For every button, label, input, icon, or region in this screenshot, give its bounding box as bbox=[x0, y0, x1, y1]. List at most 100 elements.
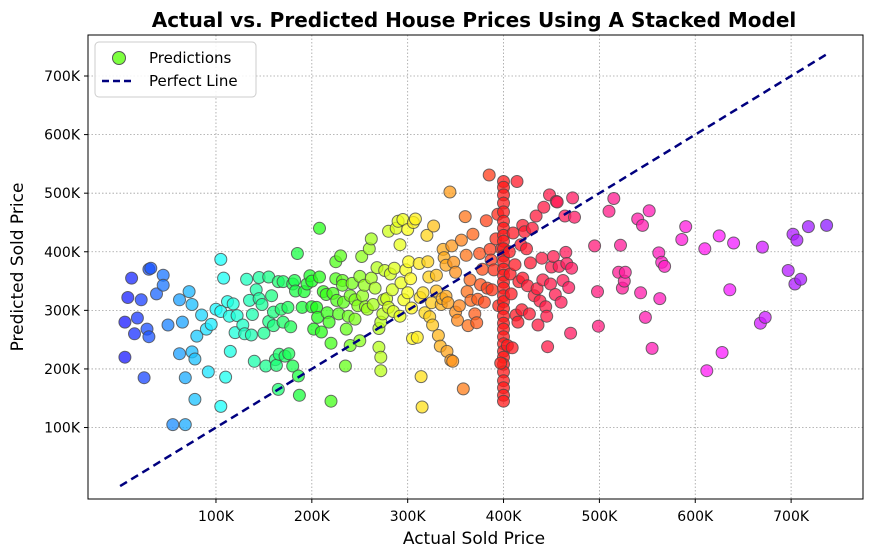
data-point bbox=[562, 281, 576, 294]
data-point bbox=[522, 307, 536, 321]
y-tick-label: 500K bbox=[44, 186, 81, 202]
data-point bbox=[265, 289, 279, 303]
data-point bbox=[449, 265, 463, 279]
data-point bbox=[374, 350, 388, 364]
data-point bbox=[801, 220, 815, 234]
data-point bbox=[404, 272, 418, 286]
y-tick-label: 200K bbox=[44, 362, 81, 378]
x-tick-label: 100K bbox=[198, 509, 235, 525]
data-point bbox=[454, 233, 468, 247]
legend: Predictions Perfect Line bbox=[94, 41, 257, 98]
data-point bbox=[313, 270, 326, 284]
data-point bbox=[591, 319, 605, 333]
data-point bbox=[173, 347, 186, 361]
data-point bbox=[188, 352, 202, 366]
y-tick-label: 300K bbox=[44, 303, 81, 319]
data-point bbox=[214, 399, 228, 413]
data-point bbox=[820, 218, 834, 232]
data-point bbox=[712, 229, 726, 243]
x-tick-label: 200K bbox=[294, 509, 331, 525]
data-point bbox=[565, 261, 579, 275]
data-point bbox=[150, 287, 163, 301]
data-point bbox=[240, 272, 254, 286]
data-point bbox=[142, 330, 156, 344]
y-tick-label: 400K bbox=[44, 245, 81, 261]
data-point bbox=[348, 312, 362, 326]
data-point bbox=[618, 265, 632, 279]
data-point bbox=[529, 209, 543, 223]
y-tick-label: 600K bbox=[44, 128, 81, 144]
data-point bbox=[636, 218, 649, 232]
data-point bbox=[485, 283, 499, 297]
data-point bbox=[334, 249, 348, 263]
data-point bbox=[679, 220, 693, 234]
data-point bbox=[466, 227, 480, 241]
data-point bbox=[201, 365, 215, 379]
data-point bbox=[559, 245, 573, 259]
data-point bbox=[188, 392, 202, 406]
data-point bbox=[638, 310, 652, 324]
data-point bbox=[431, 329, 445, 342]
data-point bbox=[588, 239, 602, 253]
data-point bbox=[505, 341, 519, 355]
data-point bbox=[408, 212, 422, 226]
data-point bbox=[219, 370, 233, 384]
data-point bbox=[393, 238, 407, 252]
data-point bbox=[458, 210, 472, 224]
data-point bbox=[531, 318, 545, 332]
data-point bbox=[520, 242, 533, 256]
data-point bbox=[698, 242, 712, 256]
data-point bbox=[675, 233, 689, 246]
data-point bbox=[546, 250, 560, 263]
data-point bbox=[118, 315, 132, 329]
data-point bbox=[758, 310, 772, 324]
data-point bbox=[451, 313, 464, 327]
data-point bbox=[178, 371, 192, 385]
data-point bbox=[269, 358, 283, 372]
data-point bbox=[282, 347, 296, 361]
data-point bbox=[368, 281, 382, 295]
data-point bbox=[281, 300, 295, 314]
data-point bbox=[364, 232, 378, 246]
data-point bbox=[523, 256, 537, 270]
data-point bbox=[554, 295, 568, 309]
data-point bbox=[479, 214, 493, 228]
data-point bbox=[508, 258, 522, 272]
data-point bbox=[658, 259, 672, 273]
data-point bbox=[166, 418, 180, 432]
legend-predictions-marker bbox=[112, 51, 126, 65]
x-tick-label: 600K bbox=[677, 509, 714, 525]
data-point bbox=[125, 271, 139, 285]
data-point bbox=[244, 328, 258, 342]
data-point bbox=[178, 418, 192, 432]
x-axis-ticks: 100K 200K 300K 400K 500K 600K 700K bbox=[198, 499, 810, 525]
data-point bbox=[723, 283, 737, 297]
perfect-line-layer bbox=[119, 53, 828, 488]
data-point bbox=[790, 233, 804, 247]
data-point bbox=[355, 250, 369, 263]
data-point bbox=[339, 322, 353, 336]
data-point bbox=[452, 299, 466, 313]
data-point bbox=[313, 221, 326, 235]
data-point bbox=[497, 394, 510, 408]
data-point bbox=[511, 315, 525, 329]
data-point bbox=[322, 315, 336, 329]
data-point bbox=[314, 325, 328, 339]
data-point bbox=[410, 330, 424, 344]
data-point bbox=[290, 247, 304, 260]
data-point bbox=[284, 320, 298, 334]
data-point bbox=[456, 382, 470, 396]
data-point bbox=[426, 318, 440, 332]
data-point bbox=[128, 327, 141, 341]
data-point bbox=[156, 278, 170, 292]
x-tick-label: 400K bbox=[486, 509, 523, 525]
data-point bbox=[459, 248, 473, 262]
data-point bbox=[477, 295, 491, 309]
data-point bbox=[190, 329, 204, 343]
data-point bbox=[645, 341, 659, 355]
data-point bbox=[535, 251, 549, 265]
chart-title: Actual vs. Predicted House Prices Using … bbox=[152, 8, 797, 32]
data-point bbox=[414, 370, 428, 384]
data-point bbox=[415, 400, 429, 414]
data-point bbox=[416, 286, 430, 300]
